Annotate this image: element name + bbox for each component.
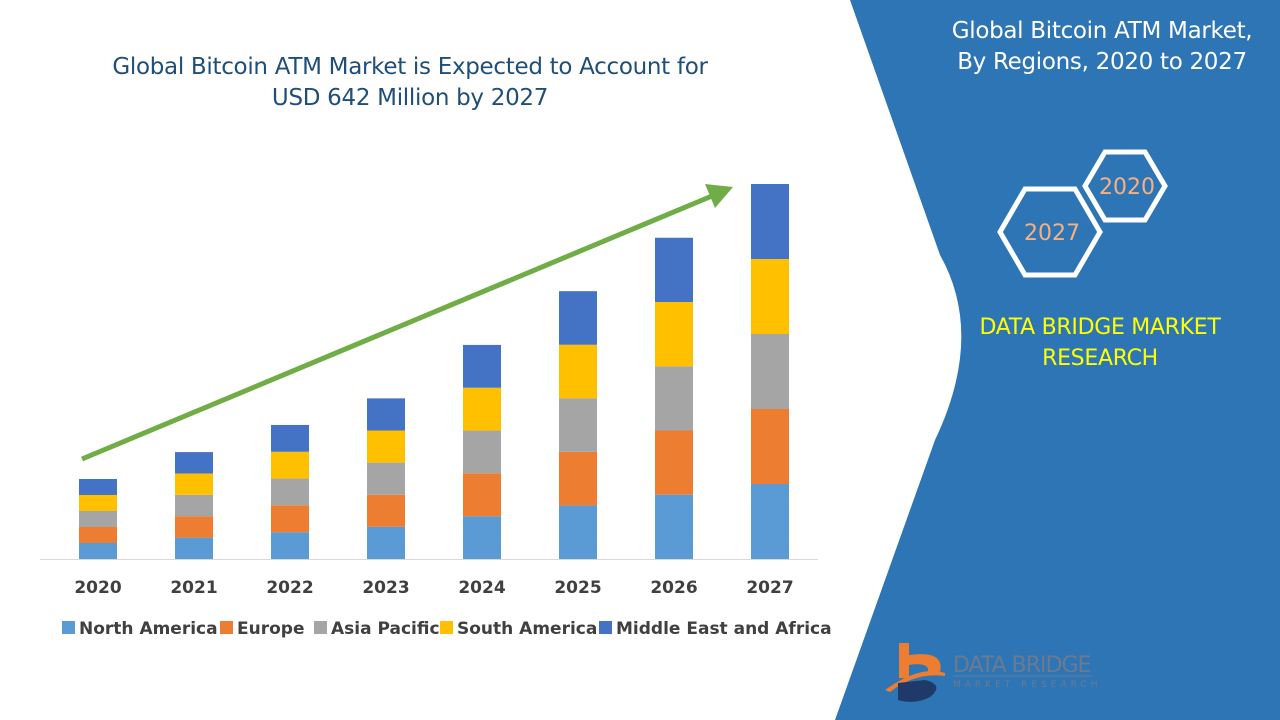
blue-side-panel — [835, 0, 1280, 720]
legend-swatch — [440, 621, 453, 634]
bar-segment-2021-asia-pacific — [175, 494, 213, 517]
bar-segment-2027-south-america — [751, 259, 789, 334]
brand-name: DATA BRIDGE MARKET RESEARCH — [935, 312, 1265, 374]
bar-segment-2026-europe — [655, 430, 693, 495]
bar-segment-2023-middle-east-and-africa — [367, 398, 405, 431]
bar-segment-2020-europe — [79, 526, 117, 543]
bar-segment-2021-europe — [175, 516, 213, 538]
bar-segment-2026-south-america — [655, 301, 693, 367]
bar-segment-2024-middle-east-and-africa — [463, 344, 501, 388]
bar-segment-2020-asia-pacific — [79, 510, 117, 527]
bar-segment-2022-middle-east-and-africa — [271, 424, 309, 452]
chart-title-line2: USD 642 Million by 2027 — [271, 85, 549, 111]
bar-segment-2026-asia-pacific — [655, 366, 693, 431]
x-axis-ticks: 2020 2021 2022 2023 2024 2025 2026 2027 — [74, 578, 793, 598]
bar-segment-2025-asia-pacific — [559, 398, 597, 452]
bar-segment-2020-north-america — [79, 542, 117, 559]
legend-swatch — [314, 621, 327, 634]
panel-title: Global Bitcoin ATM Market, By Regions, 2… — [877, 16, 1280, 78]
bar-segment-2024-europe — [463, 473, 501, 517]
bar-segment-2022-asia-pacific — [271, 478, 309, 506]
bar-segment-2025-north-america — [559, 505, 597, 559]
legend-item: Asia Pacific — [314, 619, 440, 639]
bar-segment-2025-south-america — [559, 344, 597, 399]
data-bridge-logo: DATA BRIDGE MARKET RESEARCH — [885, 643, 1101, 702]
bar-segment-2026-middle-east-and-africa — [655, 237, 693, 302]
bar-segment-2024-south-america — [463, 387, 501, 431]
chart-legend: North America Europe Asia Pacific South Ame… — [62, 619, 832, 639]
legend-swatch — [220, 621, 233, 634]
bar-segment-2023-north-america — [367, 526, 405, 559]
bar-segment-2020-south-america — [79, 494, 117, 511]
x-tick-label: 2023 — [362, 578, 409, 598]
bar-segment-2023-asia-pacific — [367, 462, 405, 495]
legend-item: Middle East and Africa — [599, 619, 832, 639]
legend-label: North America — [79, 619, 218, 639]
legend-label: South America — [457, 619, 597, 639]
brand-line1: DATA BRIDGE MARKET — [979, 315, 1221, 340]
logo-text-line2: MARKET RESEARCH — [953, 680, 1101, 690]
panel-title-line1: Global Bitcoin ATM Market, — [951, 18, 1253, 44]
x-tick-label: 2026 — [650, 578, 697, 598]
legend-label: Europe — [237, 619, 304, 639]
logo-text-line1: DATA BRIDGE — [953, 653, 1091, 678]
bar-segment-2026-north-america — [655, 494, 693, 559]
bar-segment-2021-north-america — [175, 537, 213, 559]
legend-item: Europe — [220, 619, 304, 639]
chart-title-line1: Global Bitcoin ATM Market is Expected to… — [112, 54, 708, 80]
bar-segment-2027-asia-pacific — [751, 334, 789, 409]
legend-label: Asia Pacific — [331, 619, 440, 639]
hexagon-2020: 2020 — [1082, 149, 1168, 223]
x-tick-label: 2024 — [458, 578, 505, 598]
bar-segment-2023-europe — [367, 494, 405, 527]
hexagon-2027: 2027 — [997, 186, 1103, 278]
chart-bars — [79, 184, 789, 559]
brand-line2: RESEARCH — [1042, 346, 1158, 371]
bar-segment-2021-middle-east-and-africa — [175, 452, 213, 474]
x-tick-label: 2025 — [554, 578, 601, 598]
bar-segment-2022-europe — [271, 505, 309, 533]
bar-segment-2025-europe — [559, 451, 597, 506]
bar-segment-2022-south-america — [271, 451, 309, 479]
growth-trend-arrow — [81, 184, 733, 462]
bar-segment-2025-middle-east-and-africa — [559, 291, 597, 345]
hex-label-2020: 2020 — [1099, 175, 1155, 200]
hex-label-2027: 2027 — [1024, 221, 1080, 246]
panel-title-line2: By Regions, 2020 to 2027 — [957, 49, 1247, 75]
x-tick-label: 2022 — [266, 578, 313, 598]
x-tick-label: 2020 — [74, 578, 121, 598]
bar-segment-2024-north-america — [463, 516, 501, 559]
x-tick-label: 2027 — [746, 578, 793, 598]
bar-segment-2027-north-america — [751, 484, 789, 559]
legend-item: South America — [440, 619, 597, 639]
bar-segment-2024-asia-pacific — [463, 430, 501, 474]
legend-label: Middle East and Africa — [616, 619, 832, 639]
bar-segment-2027-europe — [751, 409, 789, 484]
chart-title: Global Bitcoin ATM Market is Expected to… — [60, 52, 760, 114]
bar-segment-2020-middle-east-and-africa — [79, 478, 117, 495]
bar-segment-2027-middle-east-and-africa — [751, 184, 789, 259]
bar-segment-2022-north-america — [271, 532, 309, 559]
legend-swatch — [599, 621, 612, 634]
bar-segment-2023-south-america — [367, 430, 405, 463]
legend-swatch — [62, 621, 75, 634]
legend-item: North America — [62, 619, 218, 639]
bar-segment-2021-south-america — [175, 473, 213, 495]
x-tick-label: 2021 — [170, 578, 217, 598]
